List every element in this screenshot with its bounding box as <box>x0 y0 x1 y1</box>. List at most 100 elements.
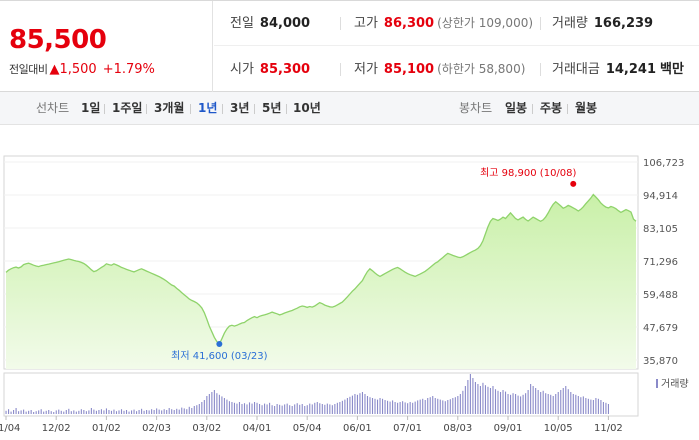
volume-bar <box>10 411 12 414</box>
volume-bar <box>28 410 30 414</box>
volume-bar <box>399 402 401 414</box>
volume-bar <box>5 410 7 414</box>
volume-bar <box>349 396 351 414</box>
volume-bar <box>123 410 125 414</box>
volume-bar <box>545 393 547 414</box>
volume-bar <box>550 394 552 414</box>
volume-bar <box>291 406 293 414</box>
volume-bar <box>63 411 65 414</box>
period-3y-button[interactable]: 3년 <box>230 101 250 115</box>
volume-bar <box>510 394 512 414</box>
volume-bar <box>452 398 454 414</box>
volume-bar <box>125 410 128 414</box>
x-tick-label: 03/02 <box>192 423 221 434</box>
divider <box>286 104 287 114</box>
y-tick-label: 35,870 <box>643 356 678 367</box>
stats-row-1: 전일 84,000 고가 86,300 (상한가 109,000) 거래량 166,23… <box>214 1 699 46</box>
volume-bar <box>324 404 326 414</box>
amount-value: 14,241 <box>605 62 657 77</box>
volume-bar <box>128 411 130 414</box>
volume-bar <box>276 404 278 414</box>
volume-bar <box>427 398 429 414</box>
change-value: 1,500 <box>59 62 97 77</box>
volume-bar <box>141 408 143 414</box>
x-tick-label: 09/01 <box>494 423 523 434</box>
volume-bar <box>221 396 223 414</box>
period-1d-button[interactable]: 1일 <box>81 101 101 115</box>
volume-bar <box>595 398 597 414</box>
volume-bar <box>469 374 471 414</box>
low-label: 저가 <box>354 62 378 77</box>
volume-bar <box>296 403 298 414</box>
volume-bar <box>25 411 27 414</box>
volume-bar <box>304 406 306 414</box>
volume-bar <box>269 402 271 414</box>
divider <box>254 104 255 114</box>
volume-bar <box>168 408 170 414</box>
volume-bar <box>188 406 190 414</box>
volume-bar <box>592 400 594 414</box>
volume-bar <box>201 402 203 414</box>
volume-bar <box>153 410 155 414</box>
divider <box>222 104 223 114</box>
volume-bar <box>251 403 253 414</box>
volume-bar <box>457 396 459 414</box>
price-chart[interactable]: 106,723 94,914 83,105 71,296 59,488 47,679 35,… <box>0 125 699 440</box>
amount-unit: 백만 <box>660 62 684 77</box>
volume-bar <box>213 390 215 414</box>
low-cell: 저가 85,100 (하한가 58,800) <box>340 47 525 92</box>
divider <box>540 17 541 30</box>
period-3m-button[interactable]: 3개월 <box>154 101 185 115</box>
volume-bar <box>376 399 379 414</box>
x-tick-label: 04/01 <box>243 423 272 434</box>
volume-bar <box>447 400 449 414</box>
volume-bar <box>311 404 313 414</box>
volume-bar <box>314 402 316 414</box>
volume-bar <box>597 398 599 414</box>
volume-bars <box>5 374 609 414</box>
volume-bar <box>196 405 198 414</box>
volume-bar <box>248 402 251 414</box>
period-5y-button[interactable]: 5년 <box>262 101 282 115</box>
volume-bar <box>540 392 542 414</box>
volume-bar <box>279 404 281 414</box>
volume-bar <box>231 402 233 414</box>
volume-bar <box>53 412 55 414</box>
monthly-candle-button[interactable]: 월봉 <box>575 101 598 115</box>
open-value: 85,300 <box>259 62 311 77</box>
volume-bar <box>344 399 346 414</box>
volume-bar <box>105 408 107 414</box>
volume-bar <box>98 410 100 414</box>
volume-bar <box>216 393 218 414</box>
period-1y-button[interactable]: 1년 <box>198 101 218 115</box>
divider <box>104 104 105 114</box>
volume-bar <box>459 394 461 414</box>
volume-bar <box>176 408 178 414</box>
volume-bar <box>527 390 529 414</box>
volume-bar <box>110 410 113 414</box>
low-marker <box>216 340 223 347</box>
volume-bar <box>113 409 115 414</box>
volume-bar <box>115 411 118 414</box>
volume-bar <box>530 384 532 414</box>
daily-candle-button[interactable]: 일봉 <box>505 101 528 115</box>
volume-bar <box>492 386 494 414</box>
volume-bar <box>562 388 564 414</box>
volume-bar <box>226 399 228 414</box>
volume-bar <box>397 402 399 414</box>
volume-bar <box>525 393 527 414</box>
volume-bar <box>60 410 62 414</box>
volume-bar <box>299 404 301 414</box>
y-axis: 106,723 94,914 83,105 71,296 59,488 47,679 35,… <box>643 158 684 367</box>
volume-bar <box>55 410 57 414</box>
x-axis: 11/04 12/02 01/02 02/03 03/02 04/01 05/04 06/01… <box>0 416 623 434</box>
period-10y-button[interactable]: 10년 <box>293 101 321 115</box>
weekly-candle-button[interactable]: 주봉 <box>540 101 563 115</box>
volume-bar <box>286 403 288 414</box>
volume-bar <box>605 402 607 414</box>
volume-bar <box>464 386 466 414</box>
amount-cell: 거래대금 14,241 백만 <box>540 47 684 92</box>
period-1w-button[interactable]: 1주일 <box>112 101 143 115</box>
volume-bar <box>75 411 77 414</box>
volume-bar <box>477 384 479 414</box>
